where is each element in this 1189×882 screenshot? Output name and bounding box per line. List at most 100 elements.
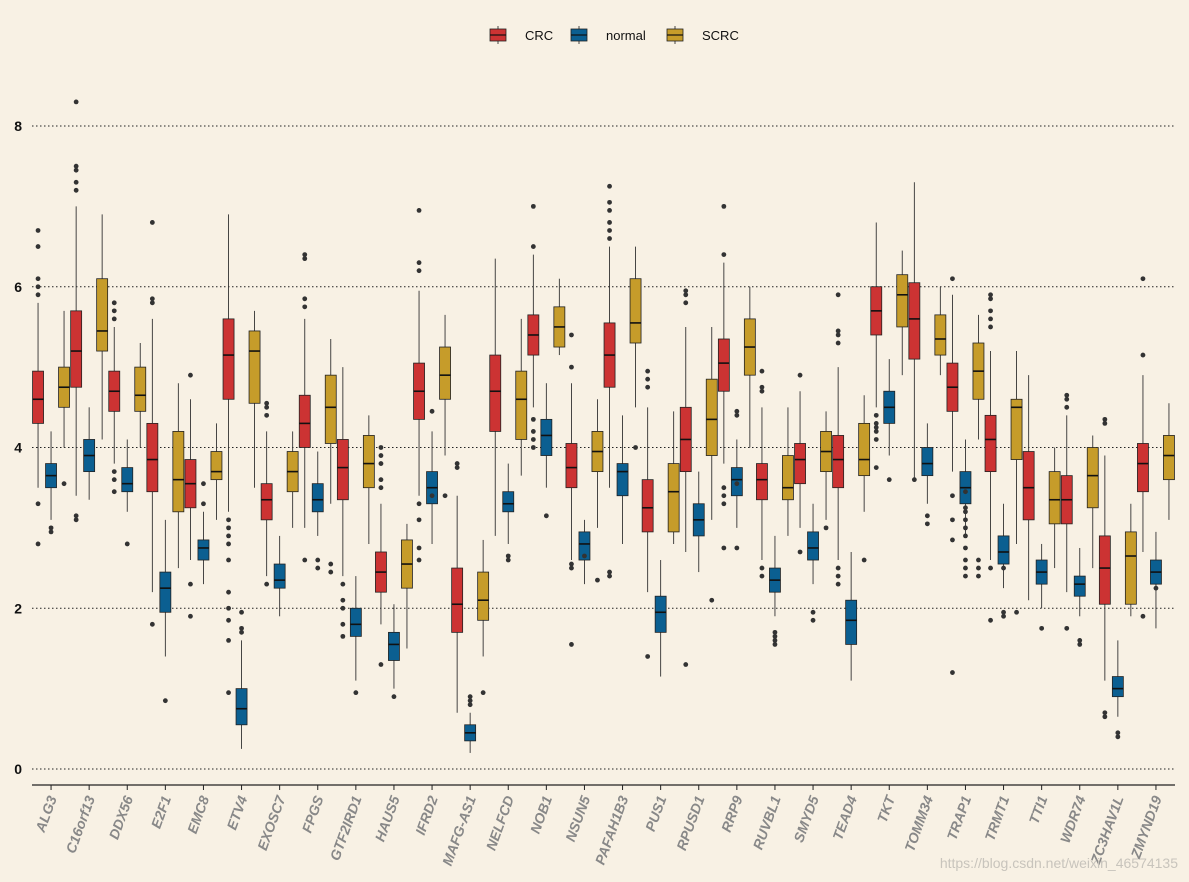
outlier-point <box>569 561 574 567</box>
outlier-point <box>226 690 231 696</box>
box-body <box>489 354 502 432</box>
box-normal <box>1073 547 1086 647</box>
outlier-point <box>35 276 41 282</box>
legend-label: normal <box>606 28 646 43</box>
outlier-point <box>721 545 727 551</box>
box-body <box>439 346 451 400</box>
outlier-point <box>378 477 384 483</box>
outlier-point <box>226 525 231 531</box>
box-crc <box>184 372 197 619</box>
box-crc <box>260 400 273 587</box>
outlier-point <box>302 252 308 257</box>
box-body <box>908 282 921 360</box>
outlier-point <box>607 228 612 233</box>
outlier-point <box>1064 392 1070 398</box>
box-body <box>896 274 909 328</box>
outlier-point <box>264 400 270 406</box>
outlier-point <box>73 167 79 173</box>
outlier-point <box>759 573 765 579</box>
outlier-point <box>454 461 460 466</box>
box-scrc <box>553 278 566 356</box>
outlier-point <box>188 581 193 587</box>
outlier-point <box>226 638 231 643</box>
box-body <box>934 314 947 356</box>
box-crc <box>1060 392 1073 631</box>
outlier-point <box>378 662 384 667</box>
outlier-point <box>607 569 612 575</box>
outlier-point <box>976 557 981 563</box>
box-body <box>717 338 730 392</box>
box-crc <box>298 252 311 563</box>
outlier-point <box>963 573 968 579</box>
outlier-point <box>328 569 334 575</box>
outlier-point <box>35 244 41 249</box>
outlier-point <box>595 577 600 583</box>
box-body <box>311 483 324 513</box>
outlier-point <box>569 364 574 370</box>
box-scrc <box>58 310 70 487</box>
outlier-point <box>378 445 384 450</box>
outlier-point <box>264 404 270 410</box>
outlier-point <box>963 557 968 563</box>
x-tick-label: MAFG-AS1 <box>439 793 479 867</box>
outlier-point <box>963 505 968 511</box>
outlier-point <box>416 517 422 523</box>
x-tick-label: RRP9 <box>718 793 746 834</box>
outlier-point <box>35 284 41 290</box>
outlier-point <box>378 453 384 458</box>
outlier-point <box>1064 396 1070 402</box>
outlier-point <box>429 408 435 414</box>
box-normal <box>349 576 362 696</box>
box-body <box>502 491 515 513</box>
outlier-point <box>569 565 574 571</box>
outlier-point <box>340 621 346 627</box>
outlier-point <box>988 324 993 330</box>
outlier-point <box>226 541 231 547</box>
box-body <box>1048 471 1061 525</box>
box-body <box>1137 443 1149 493</box>
box-body <box>1098 535 1111 605</box>
outlier-point <box>950 276 955 282</box>
outlier-point <box>721 501 727 507</box>
outlier-point <box>950 670 955 675</box>
outlier-point <box>264 581 270 587</box>
outlier-point <box>35 501 41 507</box>
x-tick-label: PUS1 <box>642 793 670 833</box>
box-scrc <box>858 395 871 563</box>
x-tick-label: TKT <box>874 792 899 824</box>
outlier-point <box>149 621 155 627</box>
box-body <box>1124 531 1137 605</box>
outlier-point <box>835 328 841 334</box>
outlier-point <box>645 384 651 390</box>
outlier-point <box>873 425 879 430</box>
outlier-point <box>988 296 993 302</box>
box-normal <box>235 609 248 749</box>
outlier-point <box>924 521 930 527</box>
box-body <box>1073 575 1086 597</box>
outlier-point <box>378 485 384 491</box>
outlier-point <box>467 698 473 704</box>
outlier-point <box>467 702 473 708</box>
box-body <box>324 374 337 444</box>
x-tick-label: NSUN5 <box>562 793 593 843</box>
outlier-point <box>709 597 715 603</box>
box-body <box>616 463 629 497</box>
outlier-point <box>886 477 892 483</box>
box-normal <box>311 451 324 571</box>
box-normal <box>502 463 515 563</box>
outlier-point <box>1102 420 1108 426</box>
outlier-point <box>963 565 968 571</box>
box-normal <box>1150 531 1162 629</box>
box-crc <box>794 372 806 555</box>
x-tick-label: C16orf13 <box>62 793 98 855</box>
outlier-point <box>226 617 231 623</box>
outlier-point <box>302 304 308 310</box>
box-scrc <box>401 523 413 649</box>
box-normal <box>388 604 400 700</box>
outlier-point <box>543 513 549 519</box>
outlier-point <box>416 207 422 213</box>
x-tick-label: E2F1 <box>148 793 175 830</box>
outlier-point <box>963 533 968 539</box>
outlier-point <box>530 203 536 209</box>
